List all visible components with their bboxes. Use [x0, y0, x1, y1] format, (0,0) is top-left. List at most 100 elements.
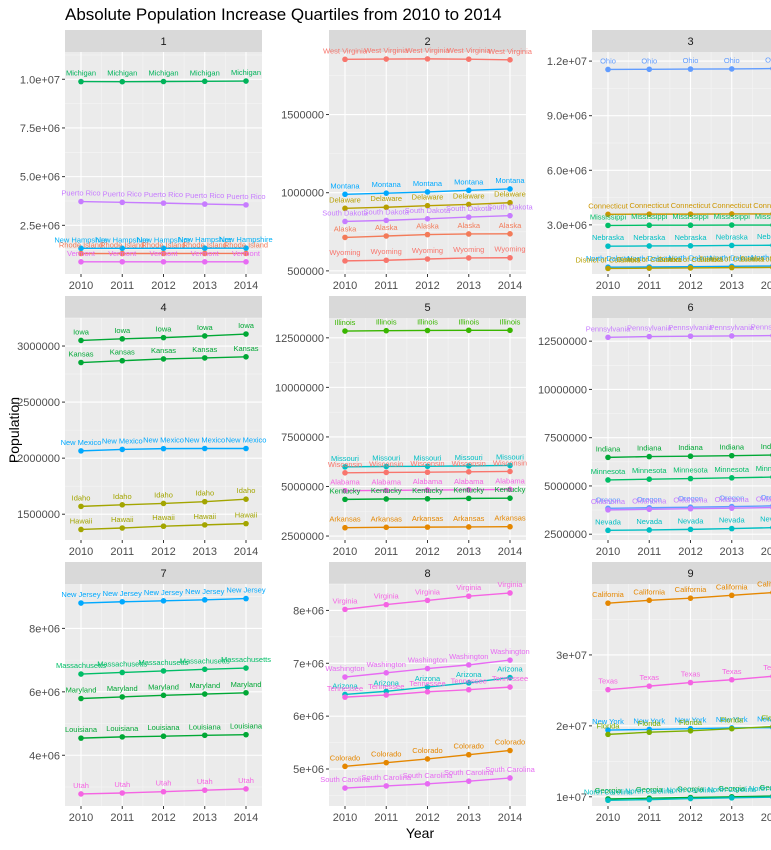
x-tick-label: 2010 [333, 280, 357, 292]
data-point [687, 679, 694, 686]
data-point [383, 233, 390, 239]
data-label: Ohio [600, 56, 616, 65]
data-label: Minnesota [591, 467, 626, 476]
data-label: Virginia [374, 592, 400, 601]
data-label: Nebraska [716, 232, 749, 241]
data-label: Nevada [595, 517, 622, 526]
data-label: Colorado [371, 750, 401, 759]
data-point [342, 56, 348, 63]
data-label: Nebraska [674, 233, 707, 242]
data-point [687, 211, 694, 217]
data-point [687, 222, 694, 229]
facet-strip-label: 2 [424, 36, 430, 48]
data-point [687, 265, 694, 271]
data-point [605, 477, 611, 483]
data-label: Vermont [232, 249, 261, 258]
data-label: Delaware [329, 195, 361, 204]
x-tick-label: 2011 [637, 812, 661, 824]
y-tick-label: 2e+07 [556, 721, 587, 733]
y-tick-label: 1000000 [281, 188, 324, 200]
data-label: Wyoming [371, 247, 402, 256]
data-label: Colorado [495, 738, 525, 747]
data-label: Illinois [376, 318, 397, 327]
series-texas: Texas Texas Texas Texas Texas [598, 663, 771, 693]
data-point [119, 694, 126, 700]
data-label: Wisconsin [328, 460, 362, 469]
data-point [383, 257, 390, 264]
data-point [383, 190, 390, 196]
data-label: Washington [367, 660, 406, 669]
data-point [119, 357, 126, 364]
data-point [78, 337, 84, 344]
x-tick-label: 2013 [193, 546, 217, 558]
y-tick-label: 8e+06 [29, 623, 60, 635]
data-label: Alaska [416, 222, 439, 231]
data-point [78, 78, 84, 85]
data-label: Hawaii [235, 511, 258, 520]
data-label: Georgia [677, 784, 705, 793]
data-label: Hawaii [70, 516, 93, 525]
data-label: District of Columbia [617, 255, 683, 264]
data-label: Indiana [719, 443, 744, 452]
data-point [646, 66, 653, 73]
data-label: Florida [720, 716, 744, 725]
data-label: Tennessee [451, 677, 487, 686]
data-point [646, 527, 653, 533]
y-tick-label: 6e+06 [293, 711, 324, 723]
facet-strip-label: 8 [424, 568, 430, 580]
data-point [160, 692, 167, 699]
data-point [243, 331, 249, 337]
x-tick-label: 2013 [457, 812, 481, 824]
data-label: Mississippi [714, 212, 751, 221]
data-point [383, 463, 390, 470]
data-point [342, 606, 348, 613]
facet-strip-label: 7 [160, 568, 166, 580]
x-tick-label: 2010 [333, 812, 357, 824]
data-label: Rhode Island [100, 241, 144, 250]
data-point [243, 250, 249, 257]
data-label: Connecticut [671, 201, 712, 210]
data-label: Iowa [114, 326, 131, 335]
x-tick-label: 2012 [415, 812, 439, 824]
data-label: Maryland [231, 680, 262, 689]
data-label: Nevada [719, 516, 746, 525]
data-point [507, 212, 513, 219]
series-wisconsin: Wisconsin Wisconsin Wisconsin Wisconsin Wisc… [328, 458, 527, 476]
data-point [243, 731, 249, 738]
data-point [424, 327, 431, 334]
data-point [160, 356, 167, 362]
data-label: Georgia [595, 786, 623, 795]
data-label: New Jersey [61, 590, 100, 599]
data-point [383, 487, 390, 494]
data-label: Wyoming [453, 245, 484, 254]
data-label: Minnesota [673, 466, 708, 475]
data-point [78, 448, 84, 454]
data-point [160, 250, 167, 257]
series-massachusetts: MassachusettsMassachusettsMassachusettsM… [56, 655, 271, 677]
series-florida: Florida Florida Florida Florida Florida [597, 714, 771, 738]
data-label: Connecticut [712, 201, 753, 210]
data-label: Kentucky [371, 486, 402, 495]
data-point [243, 445, 249, 452]
data-label: Arkansas [371, 514, 403, 523]
data-label: Rhode Island [141, 240, 185, 249]
data-label: Florida [679, 718, 703, 727]
data-label: New Mexico [184, 436, 225, 445]
data-point [201, 787, 208, 793]
data-label: West Virginia [447, 46, 492, 55]
x-tick-label: 2012 [678, 280, 702, 292]
data-point [605, 454, 611, 461]
y-tick-label: 3e+07 [556, 650, 587, 662]
x-tick-label: 2014 [498, 812, 522, 824]
data-label: Alabama [454, 477, 484, 486]
data-point [465, 495, 472, 502]
series-wyoming: Wyoming Wyoming Wyoming Wyoming Wyoming [329, 245, 526, 264]
data-label: South Carolina [320, 775, 370, 784]
data-point [78, 695, 84, 702]
x-tick-label: 2010 [69, 812, 93, 824]
facet-strip [65, 562, 262, 584]
data-label: Nevada [636, 517, 663, 526]
data-point [465, 593, 472, 599]
data-point [728, 725, 735, 732]
y-tick-label: 500000 [287, 266, 324, 278]
